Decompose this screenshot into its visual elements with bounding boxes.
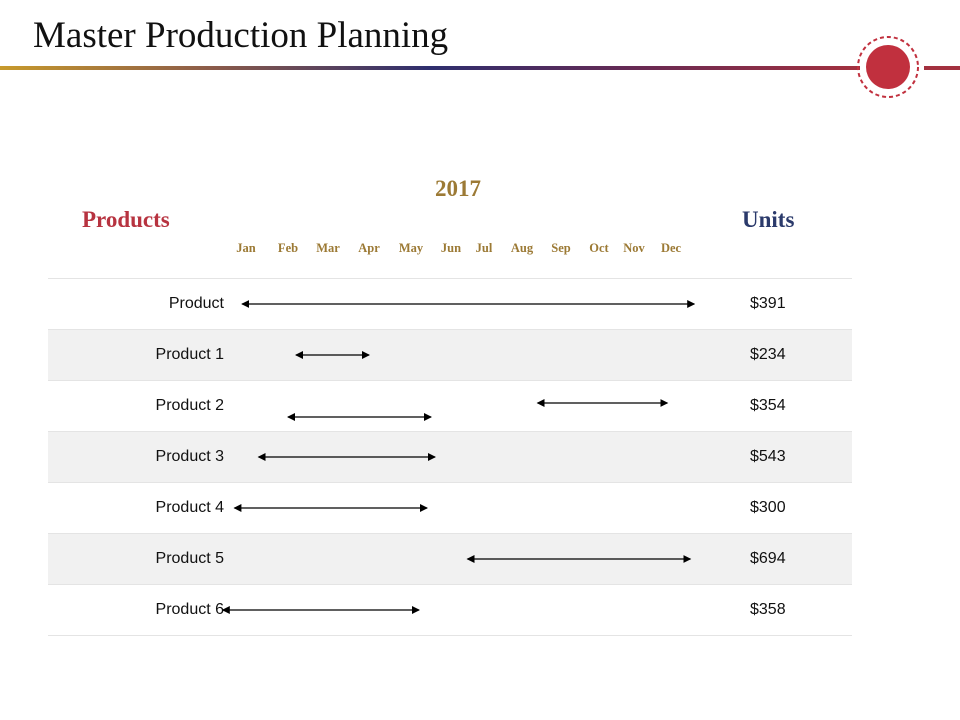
product-name: Product 2 [155, 397, 224, 414]
table-row: Product 5 $694 [48, 534, 852, 585]
month-label: Jul [475, 241, 493, 255]
product-units: $234 [750, 346, 786, 363]
month-label: Aug [510, 241, 534, 255]
product-units: $358 [750, 601, 786, 618]
products-column-heading: Products [82, 207, 170, 232]
product-units: $300 [750, 499, 786, 516]
month-label: Feb [277, 241, 299, 255]
product-name: Product 3 [155, 448, 224, 465]
red-circle-badge-icon [857, 36, 919, 98]
month-label: Apr [358, 241, 380, 255]
page-title: Master Production Planning [33, 15, 449, 56]
table-row: Product $391 [48, 279, 852, 330]
month-label: Dec [660, 241, 682, 255]
product-name: Product [168, 295, 224, 312]
table-row: Product 1 $234 [48, 330, 852, 381]
badge-outer-ring [857, 36, 919, 98]
product-name: Product 5 [155, 550, 224, 567]
month-label: Nov [623, 241, 645, 255]
month-label: Mar [316, 241, 340, 255]
table-row: Product 3 $543 [48, 432, 852, 483]
title-divider [0, 66, 860, 70]
table-row: Product 2 $354 [48, 381, 852, 432]
product-units: $543 [750, 448, 786, 465]
product-units: $354 [750, 397, 786, 414]
year-label: 2017 [435, 176, 481, 201]
table-row: Product 6 $358 [48, 585, 852, 636]
month-label: May [398, 241, 424, 255]
month-label: Jan [236, 241, 256, 255]
product-units: $694 [750, 550, 786, 567]
month-label: Oct [589, 241, 609, 255]
product-name: Product 4 [155, 499, 224, 516]
table-top-divider [48, 278, 852, 279]
product-name: Product 6 [155, 601, 224, 618]
month-label: Sep [551, 241, 571, 255]
product-name: Product 1 [155, 346, 224, 363]
units-column-heading: Units [742, 207, 795, 232]
product-units: $391 [750, 295, 786, 312]
month-label: Jun [440, 241, 462, 255]
table-row: Product 4 $300 [48, 483, 852, 534]
badge-inner-disc [866, 45, 910, 89]
title-divider-end [924, 66, 960, 70]
